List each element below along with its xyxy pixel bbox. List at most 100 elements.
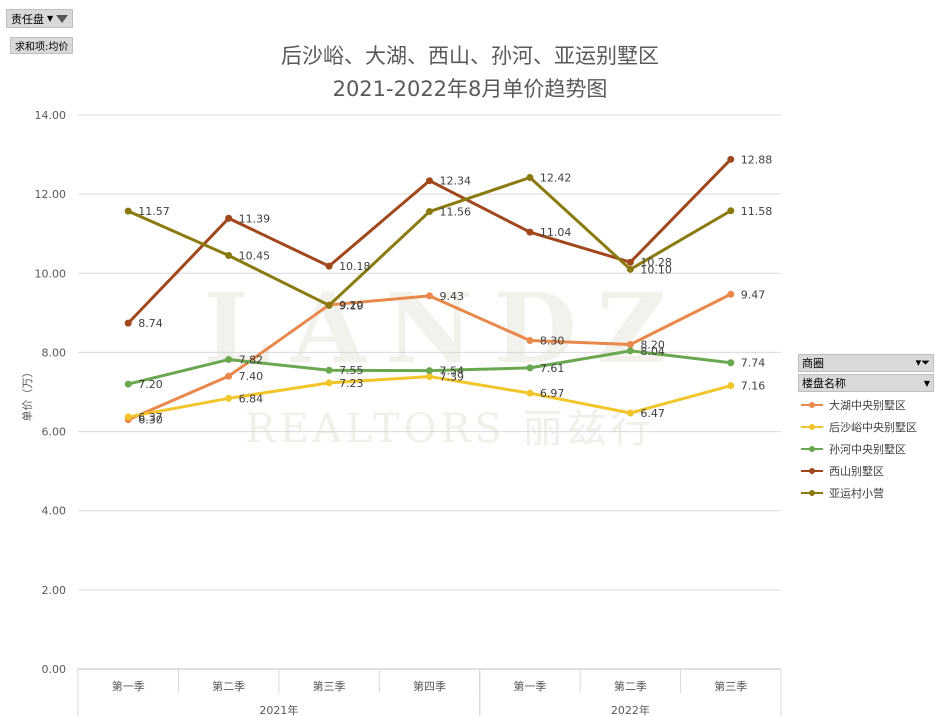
legend-swatch bbox=[801, 424, 823, 430]
data-point bbox=[124, 380, 132, 388]
data-point bbox=[727, 359, 735, 367]
filter-field-label: 责任盘 bbox=[11, 12, 44, 26]
filter-field-button[interactable]: 责任盘 ▼ bbox=[6, 9, 74, 28]
data-label: 12.42 bbox=[540, 172, 572, 185]
data-point bbox=[526, 337, 534, 345]
data-label: 11.39 bbox=[239, 212, 271, 225]
data-point bbox=[325, 301, 333, 309]
legend-swatch bbox=[801, 490, 823, 496]
x-category-label: 第三季 bbox=[313, 679, 346, 693]
filter-funnel-icon bbox=[56, 14, 69, 23]
data-label: 7.39 bbox=[440, 371, 465, 384]
y-tick-label: 2.00 bbox=[42, 584, 67, 597]
filter-funnel-icon: ▾⏷ bbox=[915, 356, 930, 369]
data-label: 6.97 bbox=[540, 387, 565, 400]
x-category-label: 第二季 bbox=[614, 679, 647, 693]
data-label: 8.20 bbox=[640, 339, 665, 352]
data-label: 6.47 bbox=[640, 407, 665, 420]
y-axis-ticks: 0.00 2.00 4.00 6.00 8.00 10.00 12.00 14.00 bbox=[35, 109, 67, 676]
value-field-label: 求和项:均价 bbox=[15, 42, 69, 53]
data-label: 11.56 bbox=[440, 206, 472, 219]
chart-title: 后沙峪、大湖、西山、孙河、亚运别墅区 bbox=[281, 44, 659, 68]
data-labels: 6.30 7.40 9.20 9.43 8.30 8.20 9.47 6.37 6.84 7.23… bbox=[138, 153, 772, 426]
data-point bbox=[426, 177, 433, 185]
data-label: 10.45 bbox=[239, 249, 271, 262]
data-point bbox=[225, 214, 233, 222]
legend-swatch bbox=[801, 402, 823, 408]
data-label: 8.30 bbox=[540, 335, 565, 348]
chart-subtitle: 2021-2022年8月单价趋势图 bbox=[333, 77, 608, 101]
legend-item: 后沙峪中央别墅区 bbox=[798, 416, 934, 438]
legend-item: 孙河中央别墅区 bbox=[798, 438, 934, 460]
legend-label: 亚运村小营 bbox=[829, 487, 884, 500]
data-label: 10.10 bbox=[640, 263, 672, 276]
data-point bbox=[124, 413, 132, 421]
data-point bbox=[325, 262, 333, 270]
data-point bbox=[626, 265, 634, 273]
dropdown-arrow-icon: ▼ bbox=[47, 14, 54, 23]
data-point bbox=[727, 207, 735, 215]
data-point bbox=[225, 356, 233, 364]
data-label: 7.55 bbox=[339, 364, 364, 377]
data-label: 9.20 bbox=[339, 299, 364, 312]
x-axis: 第一季 第二季 第三季 第四季 第一季 第二季 第三季 2021年 2022年 bbox=[77, 669, 782, 716]
data-label: 6.30 bbox=[138, 414, 163, 427]
data-point bbox=[124, 207, 132, 215]
y-tick-label: 6.00 bbox=[42, 426, 67, 439]
y-tick-label: 12.00 bbox=[35, 188, 67, 201]
data-point bbox=[727, 290, 735, 298]
y-tick-label: 4.00 bbox=[42, 505, 67, 518]
y-tick-label: 14.00 bbox=[35, 109, 67, 122]
legend-item: 亚运村小营 bbox=[798, 482, 934, 504]
data-point bbox=[325, 379, 333, 387]
data-label: 8.04 bbox=[640, 345, 665, 358]
x-group-label: 2022年 bbox=[611, 703, 650, 716]
data-point bbox=[626, 341, 634, 349]
data-label: 7.82 bbox=[239, 354, 264, 367]
data-point bbox=[426, 208, 433, 216]
watermark: LANDZ REALTORS 丽兹行 bbox=[203, 272, 666, 452]
legend-label: 后沙峪中央别墅区 bbox=[829, 421, 917, 434]
data-point bbox=[727, 382, 735, 390]
data-point bbox=[626, 409, 634, 417]
data-point bbox=[225, 394, 233, 402]
data-point bbox=[626, 258, 634, 266]
legend-label: 孙河中央别墅区 bbox=[829, 443, 906, 456]
data-label: 11.04 bbox=[540, 226, 572, 239]
data-point bbox=[426, 367, 433, 375]
x-group-label: 2021年 bbox=[259, 703, 298, 716]
data-label: 9.47 bbox=[741, 288, 766, 301]
data-point bbox=[526, 364, 534, 372]
legend-swatch bbox=[801, 468, 823, 474]
data-label: 7.54 bbox=[440, 365, 465, 378]
data-label: 9.19 bbox=[339, 299, 364, 312]
data-point bbox=[526, 228, 534, 236]
data-label: 11.58 bbox=[741, 205, 773, 218]
dropdown-arrow-icon: ▼ bbox=[923, 378, 930, 388]
data-label: 7.23 bbox=[339, 377, 364, 390]
data-point bbox=[426, 292, 433, 300]
data-label: 11.57 bbox=[138, 205, 170, 218]
data-point bbox=[626, 347, 634, 355]
data-point bbox=[225, 372, 233, 380]
series-lines bbox=[124, 155, 735, 424]
legend-items: 大湖中央别墅区 后沙峪中央别墅区 孙河中央别墅区 西山别墅区 亚运村小营 bbox=[798, 394, 934, 504]
data-label: 7.20 bbox=[138, 378, 163, 391]
data-label: 10.28 bbox=[640, 256, 672, 269]
data-label: 7.61 bbox=[540, 362, 565, 375]
data-label: 7.40 bbox=[239, 370, 264, 383]
value-field-button[interactable]: 求和项:均价 bbox=[10, 37, 74, 54]
legend-item: 西山别墅区 bbox=[798, 460, 934, 482]
data-label: 8.74 bbox=[138, 317, 163, 330]
y-axis-label: 单价（万） bbox=[21, 367, 34, 422]
data-point bbox=[526, 174, 534, 182]
data-point bbox=[727, 155, 735, 163]
x-category-label: 第四季 bbox=[413, 679, 446, 693]
legend-field-button-1[interactable]: 商圈 ▾⏷ bbox=[798, 354, 934, 372]
data-label: 7.74 bbox=[741, 357, 766, 370]
data-label: 6.37 bbox=[138, 411, 163, 424]
legend-field-button-2[interactable]: 楼盘名称 ▼ bbox=[798, 374, 934, 392]
data-point bbox=[124, 319, 132, 327]
legend-field-label-1: 商圈 bbox=[802, 357, 824, 370]
